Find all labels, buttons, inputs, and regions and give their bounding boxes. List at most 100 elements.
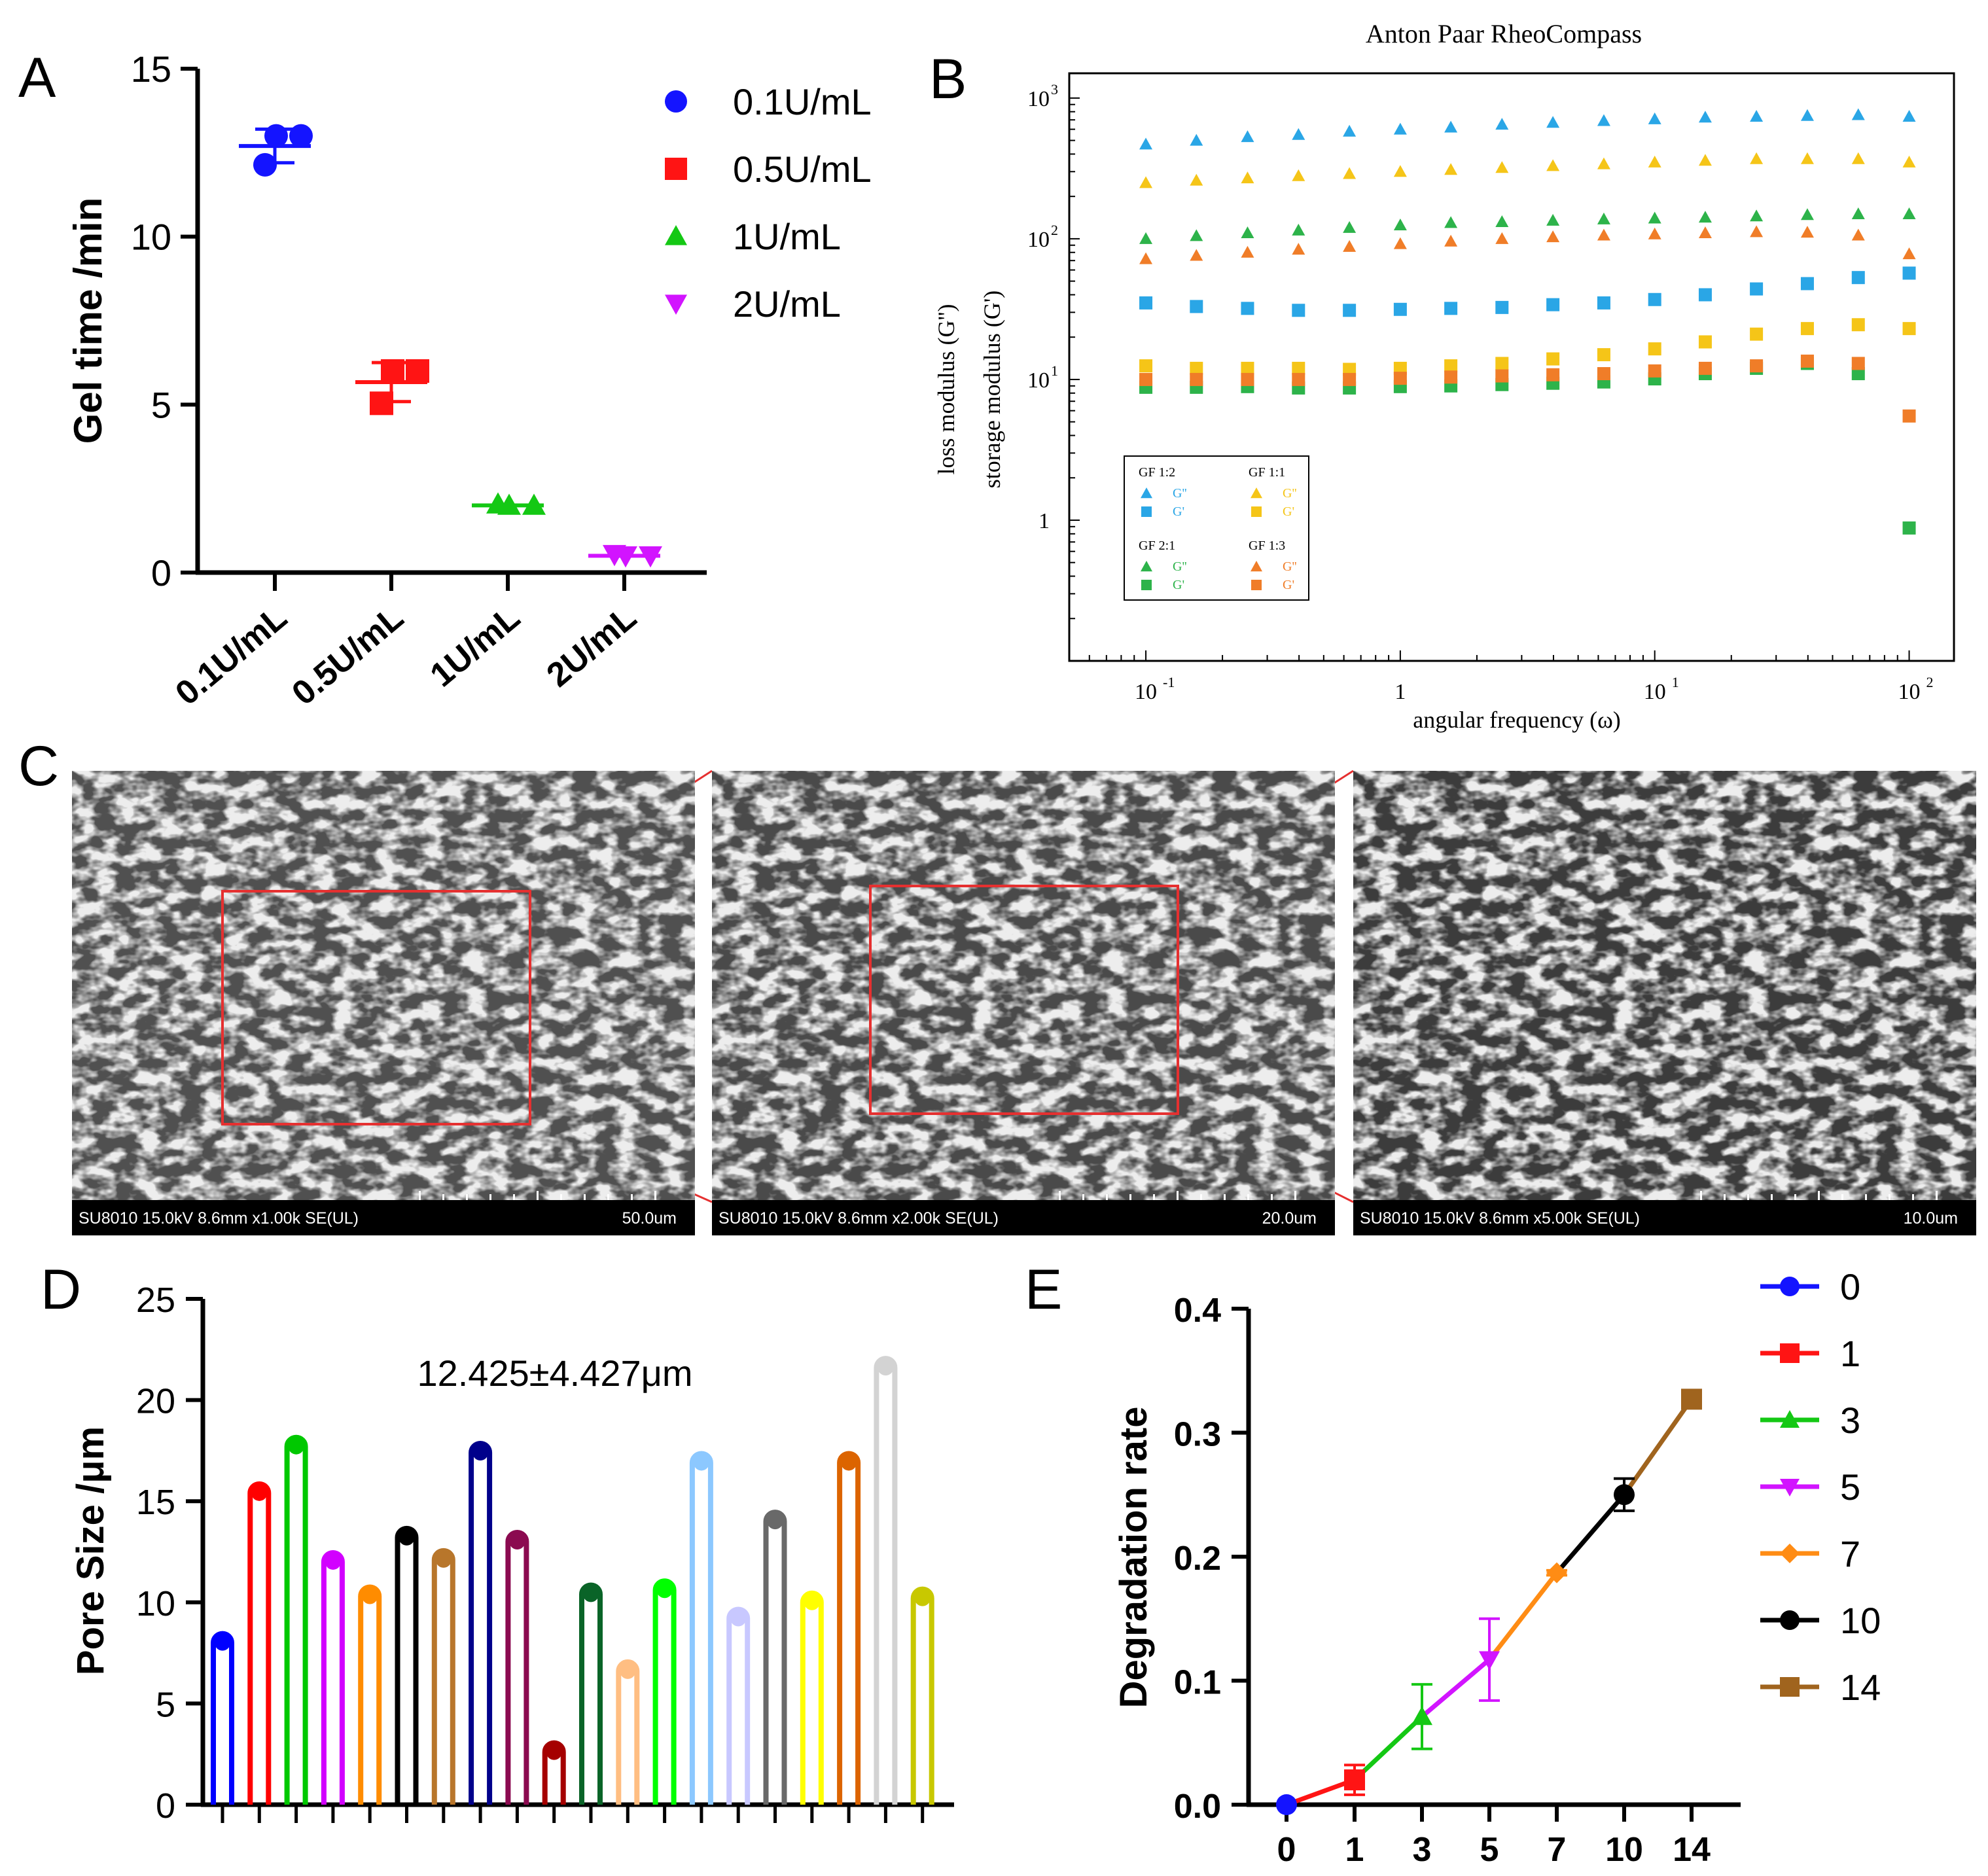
panel-b-data-point: [1292, 128, 1305, 140]
panel-e-data-point: [1614, 1484, 1635, 1506]
panel-b-data-point: [1393, 122, 1407, 135]
panel-a-legend-label: 0.1U/mL: [733, 81, 872, 122]
panel-b-y-tick-label: 10: [1027, 87, 1050, 111]
sem-ruler-tick: [1724, 1194, 1726, 1200]
panel-b-y-tick-exponent: 1: [1051, 363, 1058, 379]
panel-e-x-tick-label: 5: [1480, 1831, 1499, 1869]
panel-b-legend-entry: G': [1283, 578, 1294, 592]
panel-b-data-point: [1292, 169, 1305, 181]
panel-b-y-tick-label: 10: [1027, 228, 1050, 252]
panel-b-data-point: [1750, 327, 1764, 341]
panel-d-bar: [726, 1606, 751, 1805]
panel-d-bar-cap: [435, 1551, 452, 1568]
panel-b-data-point: [1241, 372, 1254, 386]
panel-b-x-tick-label: 10: [1644, 680, 1666, 704]
panel-b-data-point: [1597, 114, 1610, 126]
panel-b-data-point: [1241, 302, 1254, 315]
panel-d-bar-cap: [656, 1582, 673, 1599]
sem-ruler-tick: [631, 1194, 633, 1200]
panel-b-data-point: [1648, 227, 1661, 239]
panel-e-legend-label: 3: [1840, 1400, 1860, 1441]
panel-b-y-axis-label-storage: storage modulus (G'): [979, 291, 1005, 488]
panel-b-data-point: [1495, 118, 1509, 130]
panel-b-data-point: [1343, 363, 1357, 376]
panel-b-data-point: [1292, 361, 1305, 375]
panel-d-bar: [689, 1451, 713, 1805]
panel-b-legend-entry: G'': [1173, 559, 1187, 574]
panel-b-data-point: [1902, 247, 1916, 260]
panel-b-data-point: [1393, 302, 1407, 316]
sem-ruler-tick: [513, 1194, 515, 1200]
panel-b-data-point: [1851, 271, 1865, 285]
panel-d-bar-cap: [215, 1635, 230, 1651]
panel-e-legend-marker: [1780, 1610, 1800, 1630]
panel-d-bar-cap: [472, 1444, 489, 1460]
panel-d-bar-cap: [325, 1553, 341, 1570]
panel-b-data-point: [1241, 171, 1254, 184]
panel-d-bar-cap: [583, 1586, 599, 1602]
panel-b-data-point: [1648, 292, 1661, 306]
sem-scale-2: 20.0um: [1262, 1209, 1317, 1228]
panel-b-data-point: [1393, 372, 1407, 385]
panel-b-legend-group-title: GF 1:2: [1139, 465, 1175, 480]
panel-d-y-axis-label: Pore Size /μm: [69, 1426, 112, 1675]
panel-e-y-tick-label: 0.0: [1174, 1788, 1221, 1826]
panel-d-bar-cap: [546, 1744, 562, 1760]
panel-b-data-point: [1698, 111, 1712, 123]
panel-b-data-point: [1343, 167, 1357, 179]
sem-ruler-tick: [537, 1191, 539, 1200]
panel-e-line-segment: [1555, 1493, 1626, 1574]
panel-d-y-tick-label: 0: [156, 1786, 175, 1826]
sem-ruler-tick: [1200, 1194, 1202, 1200]
panel-d-bar-cap: [251, 1485, 268, 1501]
sem-ruler-tick: [1841, 1194, 1843, 1200]
panel-b-data-point: [1444, 163, 1458, 175]
sem-info-bar-2: SU8010 15.0kV 8.6mm x2.00k SE(UL) 20.0um: [712, 1200, 1335, 1235]
panel-b-data-point: [1546, 116, 1560, 128]
panel-b-legend-group-title: GF 2:1: [1139, 539, 1175, 553]
panel-d-y-tick-label: 25: [136, 1281, 175, 1320]
panel-b-data-point: [1851, 108, 1865, 120]
panel-b-data-point: [1800, 208, 1814, 221]
panel-b-data-point: [1546, 352, 1560, 366]
panel-e-line-segment: [1622, 1398, 1694, 1496]
panel-b-data-point: [1190, 229, 1203, 241]
panel-b-data-point: [1343, 372, 1357, 386]
panel-a-x-tick-label: 0.5U/mL: [285, 599, 410, 713]
panel-b-data-point: [1698, 226, 1712, 238]
panel-b-legend-marker: [1141, 506, 1152, 517]
panel-e-y-tick-label: 0.3: [1174, 1416, 1221, 1454]
panel-b-data-point: [1851, 357, 1865, 370]
panel-b-data-point: [1902, 266, 1916, 280]
panel-e-legend-label: 10: [1840, 1600, 1881, 1641]
panel-b-data-point: [1750, 109, 1764, 122]
panel-b-legend-entry: G': [1173, 504, 1184, 519]
panel-b-data-point: [1495, 357, 1509, 370]
panel-b-data-point: [1343, 221, 1357, 233]
panel-b-y-tick-exponent: 3: [1051, 81, 1058, 97]
sem-image-3: SU8010 15.0kV 8.6mm x5.00k SE(UL) 10.0um: [1353, 771, 1976, 1235]
panel-b-data-point: [1495, 232, 1509, 244]
panel-d-bar: [469, 1441, 493, 1805]
panel-d-bar: [874, 1356, 898, 1805]
panel-b-plot-frame: [1068, 72, 1955, 662]
panel-b-data-point: [1139, 137, 1153, 150]
panel-d-summary: 12.425±4.427μm: [417, 1353, 692, 1394]
panel-b-title: Anton Paar RheoCompass: [1366, 19, 1642, 48]
panel-a-legend-label: 2U/mL: [733, 283, 841, 325]
panel-a-legend-marker: [665, 158, 687, 180]
panel-b-legend-entry: G': [1283, 504, 1294, 519]
panel-b-data-point: [1495, 215, 1509, 227]
panel-b-data-point: [1241, 361, 1254, 375]
panel-b-data-point: [1343, 239, 1357, 252]
panel-a-data-point: [289, 124, 313, 148]
panel-b-y-tick-exponent: 2: [1051, 222, 1058, 238]
panel-b-data-point: [1597, 157, 1610, 169]
panel-e-x-tick-label: 7: [1548, 1831, 1567, 1869]
panel-b-data-point: [1292, 243, 1305, 255]
panel-b-data-point: [1393, 165, 1407, 177]
panel-e-legend-label: 5: [1840, 1466, 1860, 1508]
panel-b-data-point: [1648, 112, 1661, 124]
panel-label-c: C: [18, 735, 59, 798]
sem-ruler-tick: [584, 1194, 586, 1200]
